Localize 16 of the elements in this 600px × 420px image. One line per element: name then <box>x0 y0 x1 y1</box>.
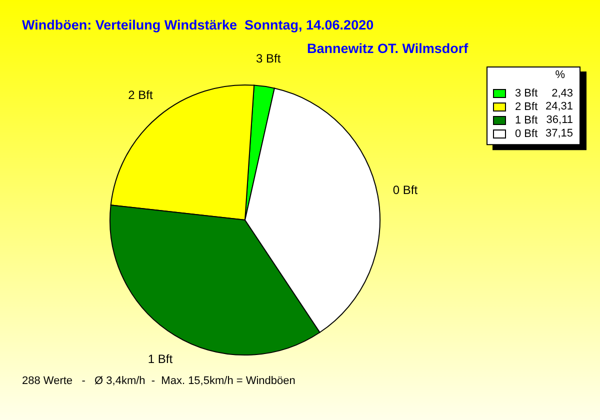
slice-label: 2 Bft <box>128 88 154 102</box>
slice-label: 0 Bft <box>392 183 418 198</box>
data-label: 37,15 <box>545 128 573 140</box>
legend-label: 3 Bft <box>515 88 538 100</box>
legend-label: 2 Bft <box>515 101 538 113</box>
text: 288 Werte - Ø 3,4km/h - Max. 15,5km/h = Windböen <box>22 375 296 387</box>
slice-label: 1 Bft <box>148 352 174 366</box>
data-label: 2,43 <box>552 87 573 100</box>
chart-title: Windböen: Verteilung Windstärke Sonntag, 14.06.2020 <box>22 18 374 32</box>
slice-label: 3 Bft <box>256 52 282 66</box>
legend-label: 1 Bft <box>515 114 538 126</box>
legend-label: 0 Bft <box>515 128 538 140</box>
chart-subtitle: Bannewitz OT. Wilmsdorf <box>307 41 469 56</box>
legend-title: % <box>555 69 566 81</box>
data-label: 24,31 <box>545 100 573 113</box>
data-label: 36,11 <box>546 114 573 126</box>
